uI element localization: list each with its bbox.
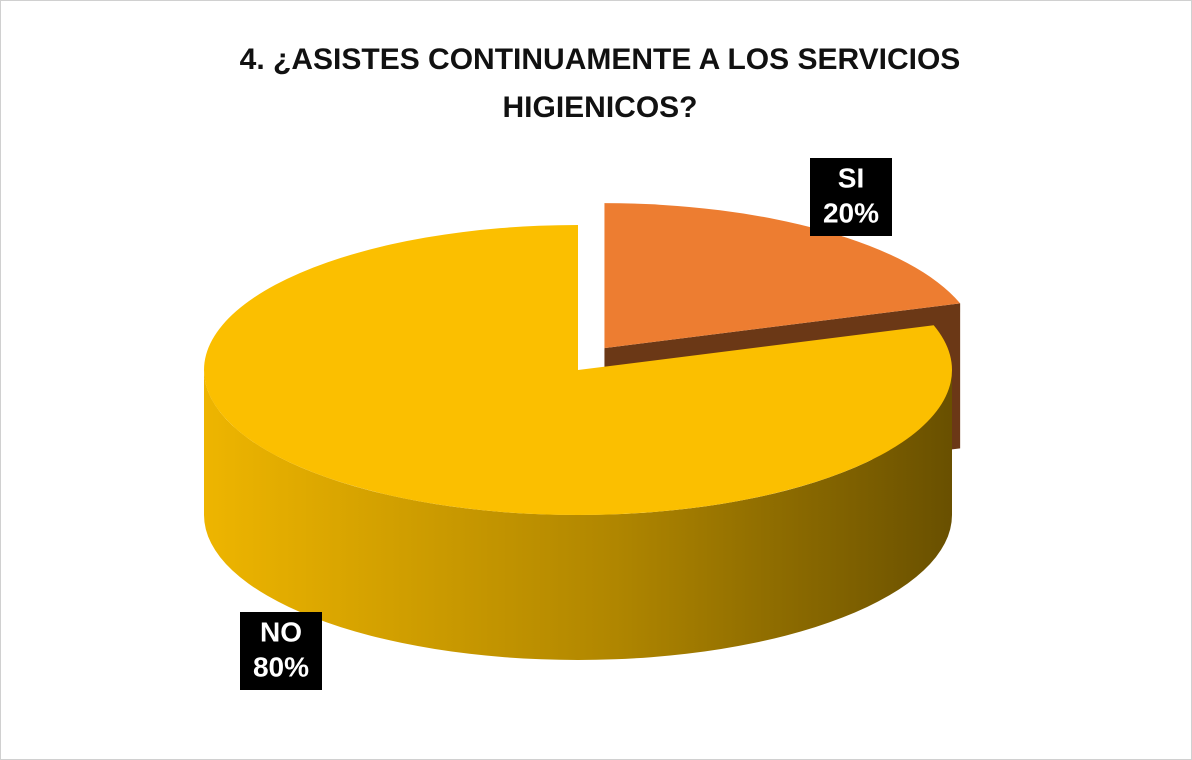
label-box bbox=[240, 612, 322, 690]
slice bbox=[604, 203, 961, 349]
label-category: NO bbox=[260, 616, 302, 647]
label-box bbox=[810, 158, 892, 236]
label-value: 20% bbox=[823, 197, 879, 228]
data-label: NO 80% bbox=[240, 612, 322, 690]
data-label: SI 20% bbox=[810, 158, 892, 236]
slice bbox=[203, 225, 952, 515]
label-category: SI bbox=[838, 162, 864, 193]
label-value: 80% bbox=[253, 651, 309, 682]
chart-title: 4. ¿ASISTES CONTINUAMENTE A LOS SERVICIO… bbox=[239, 43, 961, 124]
